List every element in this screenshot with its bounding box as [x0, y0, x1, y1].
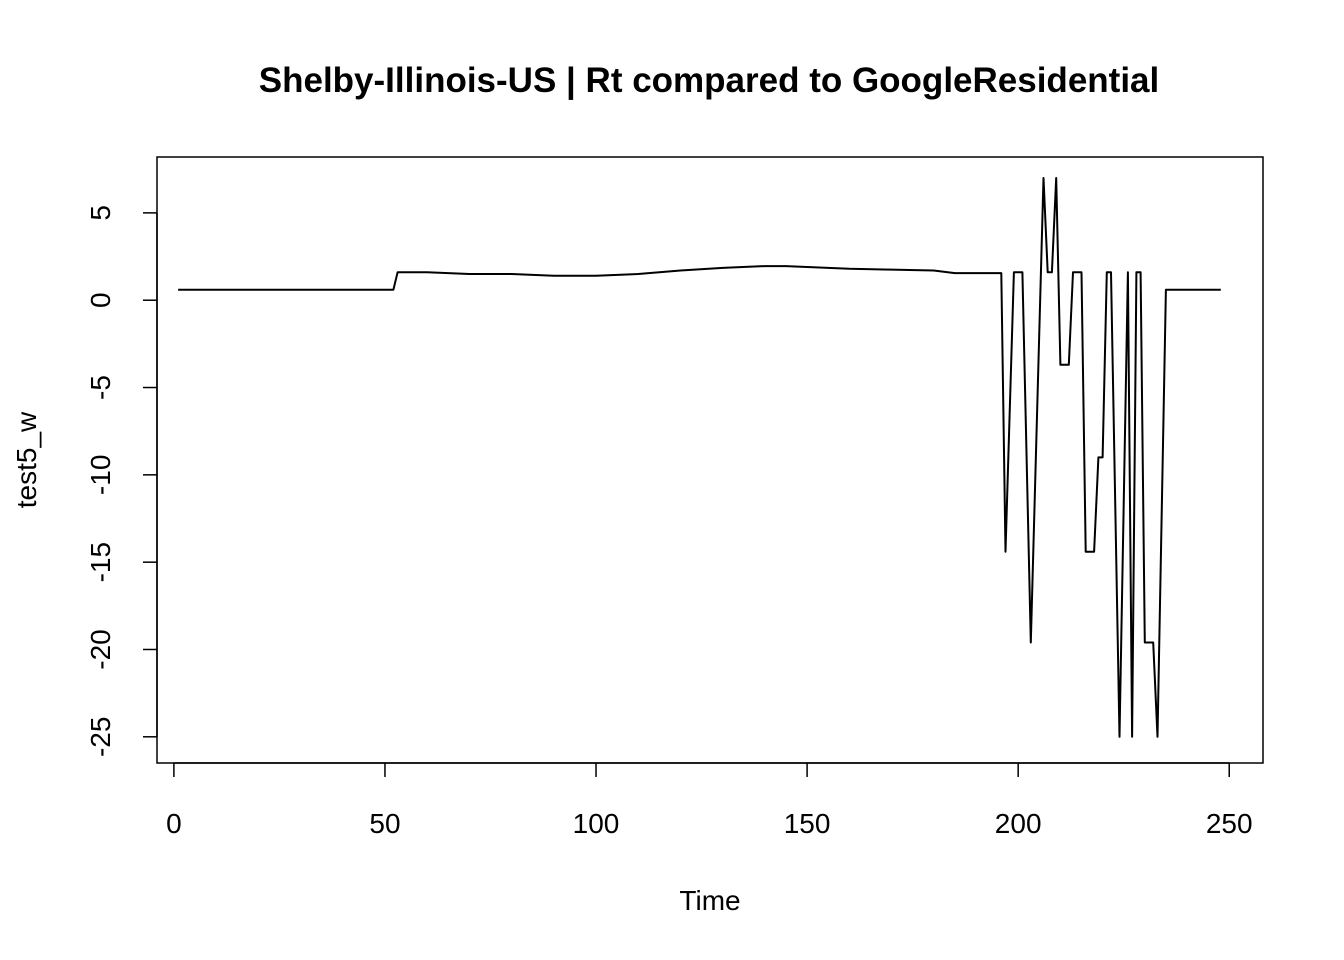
plot-frame — [156, 156, 1264, 764]
x-axis-label: Time — [679, 885, 740, 916]
x-tick-label: 50 — [369, 808, 400, 839]
series-line — [178, 177, 1221, 738]
y-axis: -25 -20 -15 -10 -5 0 5 — [85, 205, 158, 757]
y-axis-label: test5_w — [11, 411, 42, 508]
y-tick-label: -15 — [85, 542, 116, 582]
y-tick-label: -10 — [85, 455, 116, 495]
y-tick-label: 5 — [85, 205, 116, 221]
y-tick-label: -5 — [85, 375, 116, 400]
x-tick-label: 0 — [166, 808, 182, 839]
x-tick-label: 250 — [1206, 808, 1253, 839]
y-tick-label: -20 — [85, 629, 116, 669]
x-axis: 0 50 100 150 200 250 — [166, 762, 1253, 839]
y-tick-label: 0 — [85, 292, 116, 308]
y-tick-label: -25 — [85, 717, 116, 757]
chart-title: Shelby-Illinois-US | Rt compared to Goog… — [259, 61, 1159, 100]
x-tick-label: 200 — [995, 808, 1042, 839]
x-tick-label: 150 — [784, 808, 831, 839]
x-tick-label: 100 — [573, 808, 620, 839]
